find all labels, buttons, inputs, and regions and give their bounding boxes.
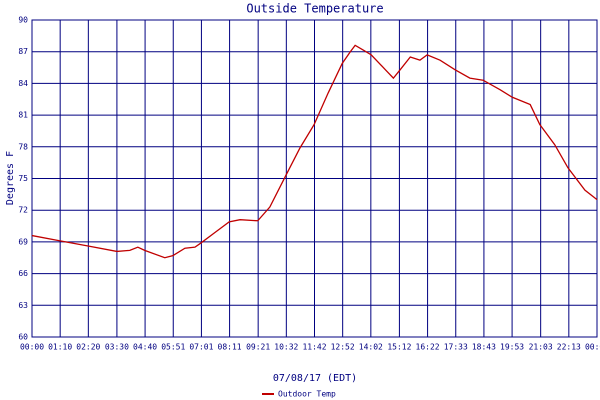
y-tick-label: 75 <box>18 174 28 183</box>
y-tick-label: 90 <box>18 16 28 25</box>
data-line <box>31 44 598 259</box>
x-tick-label: 21:03 <box>529 343 553 352</box>
x-tick-label: 08:11 <box>218 343 242 352</box>
x-tick-label: 22:13 <box>557 343 581 352</box>
x-tick-label: 00:00 <box>585 343 600 352</box>
x-tick-label: 17:33 <box>444 343 468 352</box>
x-tick-label: 00:00 <box>20 343 44 352</box>
x-tick-label: 07:01 <box>189 343 213 352</box>
x-tick-label: 09:21 <box>246 343 270 352</box>
y-tick-label: 87 <box>18 47 28 56</box>
x-tick-label: 19:53 <box>500 343 524 352</box>
x-tick-label: 12:52 <box>331 343 355 352</box>
x-tick-label: 03:30 <box>105 343 129 352</box>
x-tick-label: 14:02 <box>359 343 383 352</box>
y-tick-label: 81 <box>18 111 28 120</box>
y-tick-label: 78 <box>18 142 28 151</box>
y-tick-label: 60 <box>18 333 28 342</box>
legend-label: Outdoor Temp <box>278 390 336 399</box>
y-tick-label: 84 <box>18 79 28 88</box>
y-tick-label: 72 <box>18 206 28 215</box>
x-tick-label: 16:22 <box>416 343 440 352</box>
x-tick-label: 02:20 <box>76 343 100 352</box>
x-tick-label: 04:40 <box>133 343 157 352</box>
x-tick-label: 15:12 <box>387 343 411 352</box>
x-tick-label: 01:10 <box>48 343 72 352</box>
chart-title: Outside Temperature <box>246 2 383 16</box>
x-tick-label: 11:42 <box>302 343 326 352</box>
y-tick-label: 63 <box>18 301 28 310</box>
y-axis-label: Degrees F <box>5 151 16 205</box>
y-tick-label: 66 <box>18 269 28 278</box>
x-tick-label: 10:32 <box>274 343 298 352</box>
x-axis-label: 07/08/17 (EDT) <box>273 373 357 384</box>
x-tick-label: 18:43 <box>472 343 496 352</box>
x-tick-label: 05:51 <box>161 343 185 352</box>
y-tick-label: 69 <box>18 237 28 246</box>
